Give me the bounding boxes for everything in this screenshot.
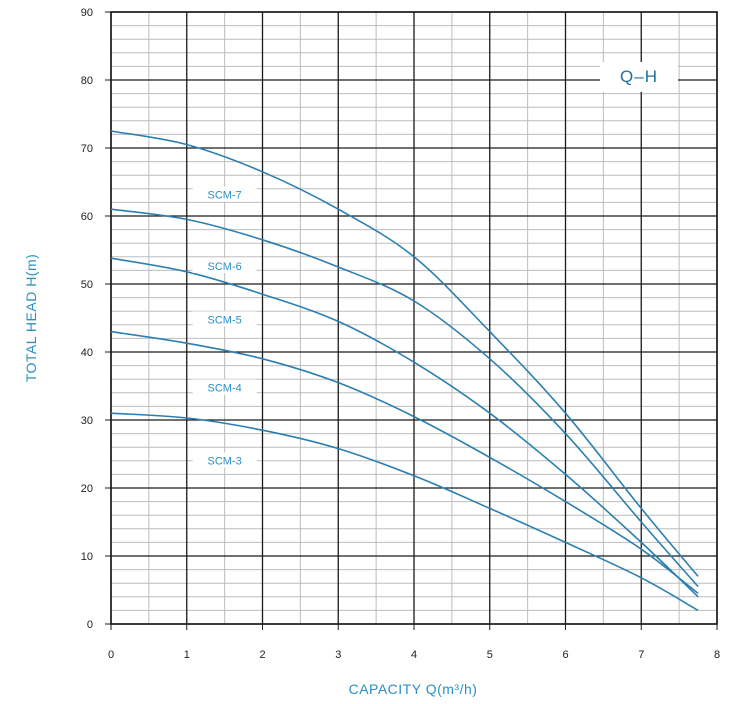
- series-label-background: [192, 186, 257, 202]
- x-tick-label: 3: [335, 649, 341, 661]
- y-tick-label: 80: [81, 75, 93, 87]
- series-label-scm-4: SCM-4: [208, 382, 242, 394]
- y-tick-label: 40: [81, 347, 93, 359]
- x-tick-label: 5: [487, 649, 493, 661]
- y-axis-title: TOTAL HEAD H(m): [23, 254, 39, 383]
- x-tick-label: 7: [638, 649, 644, 661]
- series-label-background: [192, 258, 257, 273]
- x-tick-label: 4: [411, 649, 417, 661]
- series-label-background: [192, 379, 257, 395]
- curves: [110, 130, 699, 612]
- x-tick-label: 8: [714, 649, 720, 661]
- x-tick-label: 6: [562, 649, 568, 661]
- series-label-scm-3: SCM-3: [208, 455, 242, 467]
- series-label-scm-7: SCM-7: [208, 190, 242, 202]
- series-label-scm-6: SCM-6: [208, 261, 242, 273]
- x-tick-label: 0: [108, 649, 114, 661]
- y-tick-label: 20: [81, 483, 93, 495]
- curve-scm-7: [110, 130, 699, 577]
- x-tick-label: 1: [184, 649, 190, 661]
- curve-scm-5: [110, 257, 699, 598]
- series-labels: SCM-7 SCM-6 SCM-5 SCM-4 SCM-3: [192, 186, 257, 468]
- curve-scm-4: [110, 330, 699, 595]
- series-label-scm-5: SCM-5: [208, 314, 242, 326]
- y-tick-label: 50: [81, 279, 93, 291]
- y-tick-label: 10: [81, 551, 93, 563]
- y-tick-label: 90: [81, 7, 93, 19]
- y-tick-label: 30: [81, 415, 93, 427]
- series-label-background: [192, 452, 257, 468]
- y-tick-label: 70: [81, 143, 93, 155]
- y-tick-labels: 0 10 20 30 40 50 60 70 80 90: [81, 7, 111, 631]
- x-tick-labels: 0 1 2 3 4 5 6 7 8: [108, 624, 720, 661]
- series-label-background: [192, 311, 257, 327]
- y-tick-label: 0: [87, 619, 93, 631]
- curve-scm-3: [110, 412, 699, 612]
- chart-tag: Q–H: [620, 67, 658, 86]
- x-tick-label: 2: [259, 649, 265, 661]
- curve-scm-6: [110, 208, 699, 588]
- y-tick-label: 60: [81, 211, 93, 223]
- x-axis-title: CAPACITY Q(m³/h): [349, 681, 478, 697]
- chart-tag-background: [600, 62, 678, 92]
